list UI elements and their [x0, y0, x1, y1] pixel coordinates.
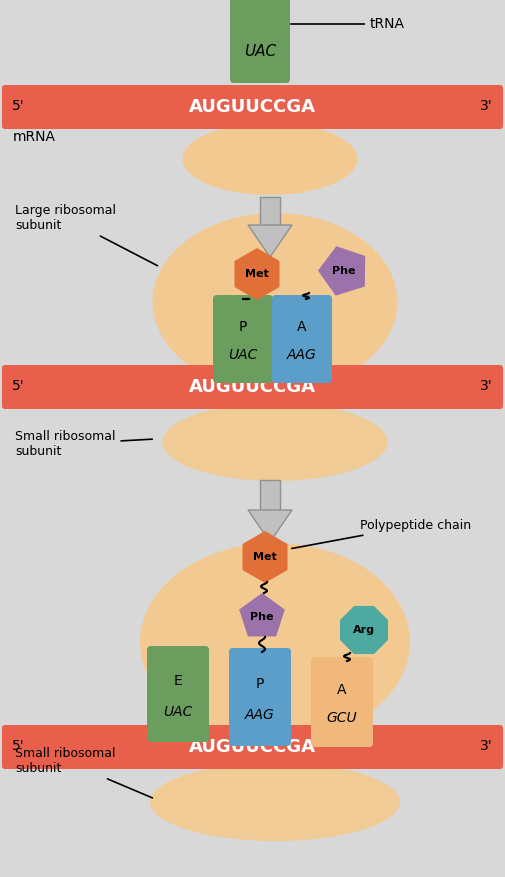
Polygon shape	[318, 246, 365, 296]
Polygon shape	[242, 531, 287, 583]
FancyBboxPatch shape	[2, 365, 503, 409]
Text: AAG: AAG	[287, 348, 317, 362]
Ellipse shape	[140, 543, 410, 741]
Text: GCU: GCU	[327, 711, 358, 725]
FancyBboxPatch shape	[272, 295, 332, 383]
Text: mRNA: mRNA	[13, 130, 56, 144]
FancyBboxPatch shape	[147, 646, 209, 742]
Text: E: E	[174, 674, 182, 688]
Text: AUGUUCCGA: AUGUUCCGA	[188, 738, 316, 756]
Text: Arg: Arg	[353, 625, 375, 635]
Text: Phe: Phe	[250, 612, 274, 622]
Ellipse shape	[163, 403, 387, 481]
Text: Met: Met	[245, 269, 269, 279]
Ellipse shape	[153, 213, 397, 391]
Ellipse shape	[182, 123, 358, 195]
Text: 5': 5'	[12, 99, 25, 113]
FancyBboxPatch shape	[229, 648, 291, 746]
Text: P: P	[256, 676, 264, 690]
FancyBboxPatch shape	[2, 85, 503, 129]
Text: P: P	[239, 320, 247, 334]
Text: 5': 5'	[12, 379, 25, 393]
Polygon shape	[248, 225, 292, 257]
Text: AUGUUCCGA: AUGUUCCGA	[188, 98, 316, 116]
FancyBboxPatch shape	[311, 657, 373, 747]
Text: Phe: Phe	[332, 266, 356, 276]
Text: 3': 3'	[480, 99, 493, 113]
Polygon shape	[239, 593, 285, 637]
FancyBboxPatch shape	[230, 0, 290, 83]
Text: 3': 3'	[480, 739, 493, 753]
Polygon shape	[234, 248, 279, 300]
FancyBboxPatch shape	[213, 295, 273, 383]
Text: UAC: UAC	[163, 704, 193, 718]
FancyBboxPatch shape	[260, 480, 280, 510]
Text: tRNA: tRNA	[291, 17, 405, 31]
Text: Polypeptide chain: Polypeptide chain	[292, 519, 471, 548]
FancyBboxPatch shape	[2, 725, 503, 769]
Text: 5': 5'	[12, 739, 25, 753]
FancyBboxPatch shape	[260, 197, 280, 225]
Text: Met: Met	[253, 552, 277, 562]
Text: AUGUUCCGA: AUGUUCCGA	[188, 378, 316, 396]
Text: Small ribosomal
subunit: Small ribosomal subunit	[15, 747, 153, 798]
Text: UAC: UAC	[244, 45, 276, 60]
Ellipse shape	[150, 763, 400, 841]
Text: Large ribosomal
subunit: Large ribosomal subunit	[15, 204, 158, 266]
Text: AAG: AAG	[245, 708, 275, 722]
Text: A: A	[337, 682, 347, 696]
Text: Small ribosomal
subunit: Small ribosomal subunit	[15, 430, 152, 458]
Text: 3': 3'	[480, 379, 493, 393]
Text: A: A	[297, 320, 307, 334]
Polygon shape	[248, 510, 292, 542]
Text: UAC: UAC	[228, 348, 258, 362]
Polygon shape	[340, 606, 388, 654]
